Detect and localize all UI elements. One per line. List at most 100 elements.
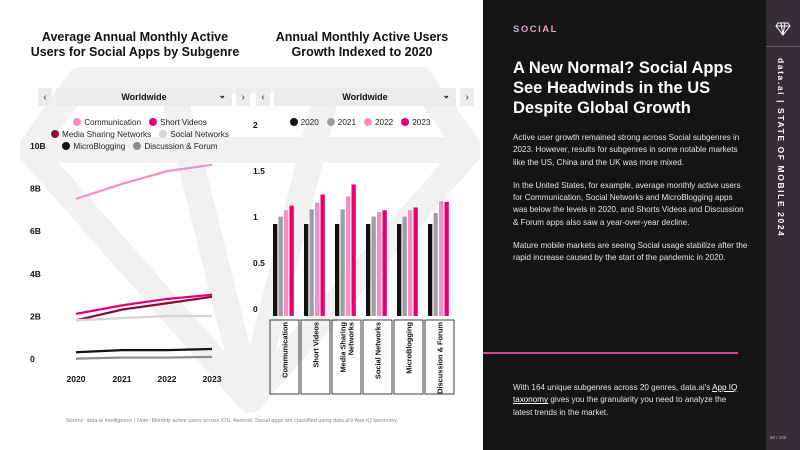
category-label-line: Discussion & Forum [436, 322, 445, 394]
bar [315, 202, 320, 316]
x-tick-label: 2022 [158, 374, 177, 384]
panel-cta: With 164 unique subgenres across 20 genr… [513, 383, 738, 417]
legend-dot [401, 118, 410, 126]
y-tick-label: 0 [253, 304, 258, 314]
category-label: Discussion & Forum [436, 322, 445, 394]
category-box [362, 319, 393, 395]
right-chart-legend: 2020 2021 2022 2023 [270, 116, 450, 128]
legend-item: Short Videos [149, 118, 207, 127]
legend-item: Social Networks [159, 130, 229, 139]
watermark-diamond-icon [20, 67, 480, 413]
bar [346, 196, 351, 316]
category-box [269, 319, 300, 395]
y-tick-label: 6B [30, 226, 41, 236]
series-line [75, 295, 213, 322]
bar [335, 224, 340, 316]
diamond-logo-icon [775, 22, 791, 36]
category-label-line: Social Networks [374, 322, 383, 379]
panel-headline: A New Normal? Social Apps See Headwinds … [513, 59, 733, 117]
legend-dot [62, 142, 71, 150]
body-paragraph: In the United States, for example, avera… [513, 180, 744, 227]
legend-item: 2022 [364, 118, 393, 127]
x-tick-label: 2021 [113, 374, 132, 384]
legend-dot [149, 118, 158, 126]
line-chart-svg: 0 2B 4B 6B 8B 10B 2020 2021 2022 2023 [30, 141, 222, 384]
left-next-button[interactable]: › [236, 88, 250, 106]
bar [289, 205, 294, 316]
sidebar-title: data.ai | STATE OF MOBILE 2024 [776, 58, 786, 238]
y-tick-label: 4B [30, 269, 41, 279]
bar [304, 224, 309, 316]
bar [309, 209, 314, 316]
panel-body: Active user growth remained strong acros… [513, 132, 749, 276]
category-box [331, 319, 362, 395]
category-label-line: MicroBlogging [405, 322, 414, 374]
bar [366, 224, 371, 316]
y-tick-label: 0 [30, 354, 35, 364]
right-region-dropdown[interactable]: Worldwide ⌄ [274, 88, 456, 106]
right-chart-title: Annual Monthly Active Users Growth Index… [275, 30, 449, 59]
legend-item: 2023 [401, 118, 430, 127]
right-next-button[interactable]: › [460, 88, 474, 106]
bar [439, 201, 444, 316]
body-paragraph: Active user growth remained strong acros… [513, 133, 740, 167]
left-region-value: Worldwide [121, 92, 167, 102]
x-tick-label: 2023 [203, 374, 222, 384]
legend-dot [289, 118, 298, 126]
category-box [300, 319, 331, 395]
bar [371, 216, 376, 316]
y-tick-label: 8B [30, 184, 41, 194]
left-prev-button[interactable]: ‹ [38, 88, 52, 106]
x-tick-label: 2020 [67, 374, 86, 384]
y-tick-label: 10B [30, 141, 46, 151]
bar [433, 212, 438, 316]
bar [351, 184, 356, 316]
category-box [393, 319, 424, 395]
right-region-value: Worldwide [342, 92, 388, 102]
y-tick-label: 2 [253, 120, 258, 130]
line-chart: 0 2B 4B 6B 8B 10B 2020 2021 2022 2023 [30, 140, 255, 385]
bar [428, 224, 433, 316]
legend-item: Media Sharing Networks [51, 130, 151, 139]
section-tag: SOCIAL [513, 24, 558, 35]
right-prev-button[interactable]: ‹ [256, 88, 270, 106]
legend-item: 2020 [289, 118, 319, 127]
left-region-dropdown[interactable]: Worldwide ⌄ [56, 88, 232, 106]
series-line [75, 314, 212, 322]
bar [320, 194, 325, 316]
category-label-line: Networks [347, 322, 356, 355]
insight-panel: SOCIAL A New Normal? Social Apps See Hea… [483, 0, 766, 450]
app-iq-taxonomy-link[interactable]: App IQ taxonomy [513, 383, 738, 405]
series-line [75, 293, 213, 315]
legend-dot [159, 130, 168, 138]
page-number: 60 / 100 [770, 435, 787, 440]
series-line [75, 355, 213, 360]
left-region-selector: ‹ Worldwide ⌄ › [38, 88, 250, 106]
legend-dot [51, 130, 60, 138]
category-box [424, 319, 455, 395]
legend-item: Communication [73, 118, 141, 127]
category-label-line: Media Sharing [339, 322, 348, 373]
category-label-line: Short Videos [312, 322, 321, 367]
category-label: Short Videos [312, 322, 321, 367]
body-paragraph: Mature mobile markets are seeing Social … [513, 241, 748, 263]
bar [284, 210, 289, 316]
legend-dot [364, 118, 372, 126]
bar [273, 224, 278, 316]
left-chart-title: Average Annual Monthly Active Users for … [30, 30, 240, 59]
bar [397, 224, 402, 316]
left-chart-legend: Communication Short Videos Media Sharing… [30, 116, 250, 152]
chevron-down-icon: ⌄ [218, 90, 226, 100]
bar [408, 210, 413, 316]
bar [278, 216, 283, 316]
legend-dot [326, 118, 335, 126]
chevron-down-icon: ⌄ [442, 90, 450, 100]
y-tick-label: 0.5 [253, 258, 265, 268]
series-line [75, 347, 213, 354]
legend-item: MicroBlogging [62, 142, 125, 151]
legend-dot [73, 118, 82, 126]
bar [413, 207, 418, 316]
bar [402, 216, 407, 316]
category-label: Social Networks [374, 322, 383, 379]
category-label: MicroBlogging [405, 322, 414, 374]
